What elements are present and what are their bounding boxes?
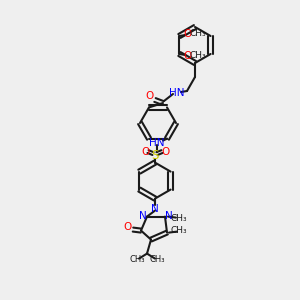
Text: O: O [123, 222, 131, 232]
Text: O: O [146, 91, 154, 101]
Text: O: O [161, 147, 169, 157]
Text: CH₃: CH₃ [171, 226, 187, 235]
Text: O: O [183, 29, 191, 39]
Text: CH₃: CH₃ [189, 29, 206, 38]
Text: N: N [151, 204, 159, 214]
Text: CH₃: CH₃ [149, 255, 165, 264]
Text: CH₃: CH₃ [171, 214, 187, 223]
Text: HN: HN [149, 138, 165, 148]
Text: S: S [151, 149, 159, 162]
Text: O: O [141, 147, 149, 157]
Text: N: N [165, 211, 173, 220]
Text: O: O [183, 51, 191, 61]
Text: CH₃: CH₃ [189, 52, 206, 61]
Text: N: N [139, 211, 147, 220]
Text: CH₃: CH₃ [129, 255, 145, 264]
Text: HN: HN [169, 88, 185, 98]
